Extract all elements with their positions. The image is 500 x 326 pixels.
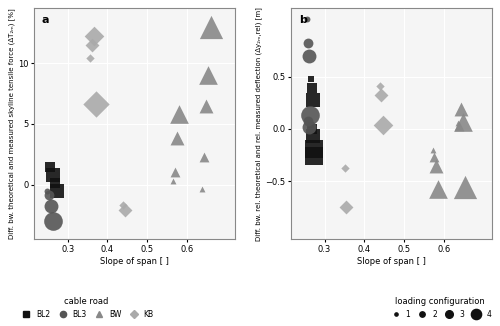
Point bbox=[52, 188, 60, 193]
Point bbox=[51, 181, 59, 186]
Point bbox=[120, 202, 128, 208]
Point bbox=[454, 120, 462, 125]
Point bbox=[204, 73, 212, 78]
Point bbox=[175, 111, 183, 117]
Point bbox=[304, 40, 312, 46]
Legend: 1, 2, 3, 4: 1, 2, 3, 4 bbox=[388, 297, 491, 319]
Point bbox=[306, 122, 314, 127]
X-axis label: Slope of span [ ]: Slope of span [ ] bbox=[100, 257, 169, 265]
Y-axis label: Diff. bw. theoretical and measured skyline tensile force (ΔT₂ₘ) [%]: Diff. bw. theoretical and measured skyli… bbox=[8, 8, 15, 239]
Text: b: b bbox=[299, 15, 306, 25]
Point bbox=[310, 154, 318, 159]
Point bbox=[171, 170, 179, 175]
Point bbox=[377, 93, 385, 98]
Point bbox=[49, 218, 57, 224]
Point bbox=[173, 136, 181, 141]
Point bbox=[302, 16, 310, 22]
Point bbox=[310, 146, 318, 152]
Point bbox=[43, 188, 51, 193]
Point bbox=[340, 165, 348, 170]
Point bbox=[304, 118, 312, 123]
Point bbox=[90, 34, 98, 39]
Point bbox=[342, 204, 350, 209]
Point bbox=[92, 102, 100, 107]
X-axis label: Slope of span [ ]: Slope of span [ ] bbox=[357, 257, 426, 265]
Point bbox=[309, 97, 317, 102]
Text: a: a bbox=[42, 15, 50, 25]
Point bbox=[46, 165, 54, 170]
Point bbox=[202, 103, 210, 108]
Point bbox=[122, 207, 130, 213]
Point bbox=[432, 163, 440, 168]
Point bbox=[306, 76, 314, 81]
Point bbox=[434, 186, 442, 191]
Point bbox=[49, 172, 57, 177]
Point bbox=[305, 124, 313, 129]
Point bbox=[308, 85, 316, 91]
Point bbox=[305, 53, 313, 58]
Legend: BL2, BL3, BW, KB: BL2, BL3, BW, KB bbox=[19, 297, 154, 319]
Point bbox=[308, 126, 316, 132]
Point bbox=[207, 24, 215, 29]
Point bbox=[461, 184, 469, 189]
Point bbox=[198, 187, 206, 192]
Y-axis label: Diff. bw. rel. theoretical and rel. measured deflection (Δy₂ₘ,rel) [m]: Diff. bw. rel. theoretical and rel. meas… bbox=[256, 7, 262, 241]
Point bbox=[458, 119, 466, 124]
Point bbox=[376, 83, 384, 89]
Point bbox=[86, 55, 94, 61]
Point bbox=[380, 122, 388, 127]
Point bbox=[47, 204, 55, 209]
Point bbox=[169, 178, 177, 184]
Point bbox=[200, 154, 208, 159]
Point bbox=[456, 123, 464, 128]
Point bbox=[306, 113, 314, 118]
Point bbox=[88, 42, 96, 47]
Point bbox=[45, 193, 53, 198]
Point bbox=[457, 107, 465, 112]
Point bbox=[309, 134, 317, 139]
Point bbox=[430, 155, 438, 160]
Point bbox=[429, 147, 437, 153]
